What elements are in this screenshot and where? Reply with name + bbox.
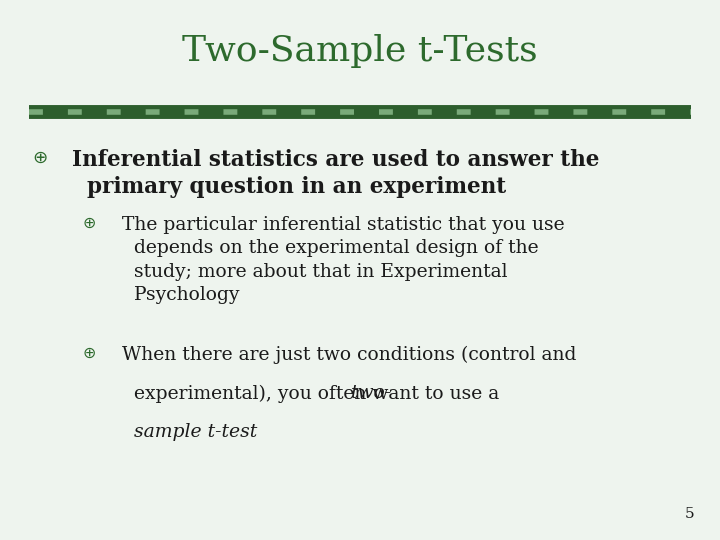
- Text: When there are just two conditions (control and: When there are just two conditions (cont…: [122, 346, 577, 364]
- Text: Inferential statistics are used to answer the
  primary question in an experimen: Inferential statistics are used to answe…: [72, 148, 599, 198]
- Text: Two-Sample t-Tests: Two-Sample t-Tests: [182, 35, 538, 68]
- Text: ⊕: ⊕: [83, 346, 96, 361]
- Text: 5: 5: [685, 507, 695, 521]
- Text: experimental), you often want to use a: experimental), you often want to use a: [122, 384, 505, 403]
- Text: two-: two-: [351, 384, 392, 402]
- Text: sample t-test: sample t-test: [122, 423, 258, 441]
- Text: ⊕: ⊕: [83, 216, 96, 231]
- Text: The particular inferential statistic that you use
  depends on the experimental : The particular inferential statistic tha…: [122, 216, 565, 304]
- Text: ⊕: ⊕: [32, 148, 48, 166]
